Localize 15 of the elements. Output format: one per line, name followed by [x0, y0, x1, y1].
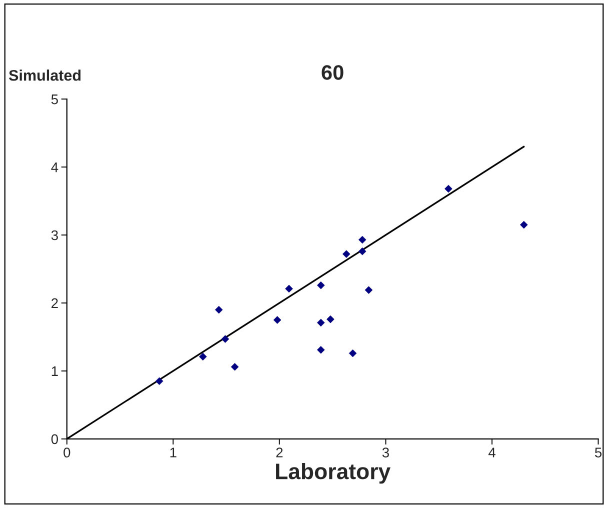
y-tick-label: 2	[52, 298, 58, 308]
y-tick-label: 5	[51, 94, 58, 104]
x-tick-label: 5	[594, 448, 602, 458]
x-tick-label: 3	[382, 448, 389, 458]
y-tick-label: 4	[51, 162, 58, 172]
y-axis-title: Simulated	[8, 70, 81, 81]
x-tick-label: 2	[276, 448, 283, 458]
y-tick-label: 3	[51, 230, 58, 240]
x-tick-label: 4	[488, 448, 496, 458]
x-tick-label: 0	[64, 448, 70, 458]
x-axis-title: Laboratory	[276, 462, 390, 484]
y-tick-label: 0	[51, 434, 58, 444]
y-tick-label: 1	[52, 366, 58, 376]
chart-title: 60	[322, 65, 344, 80]
x-tick-label: 1	[170, 448, 176, 458]
